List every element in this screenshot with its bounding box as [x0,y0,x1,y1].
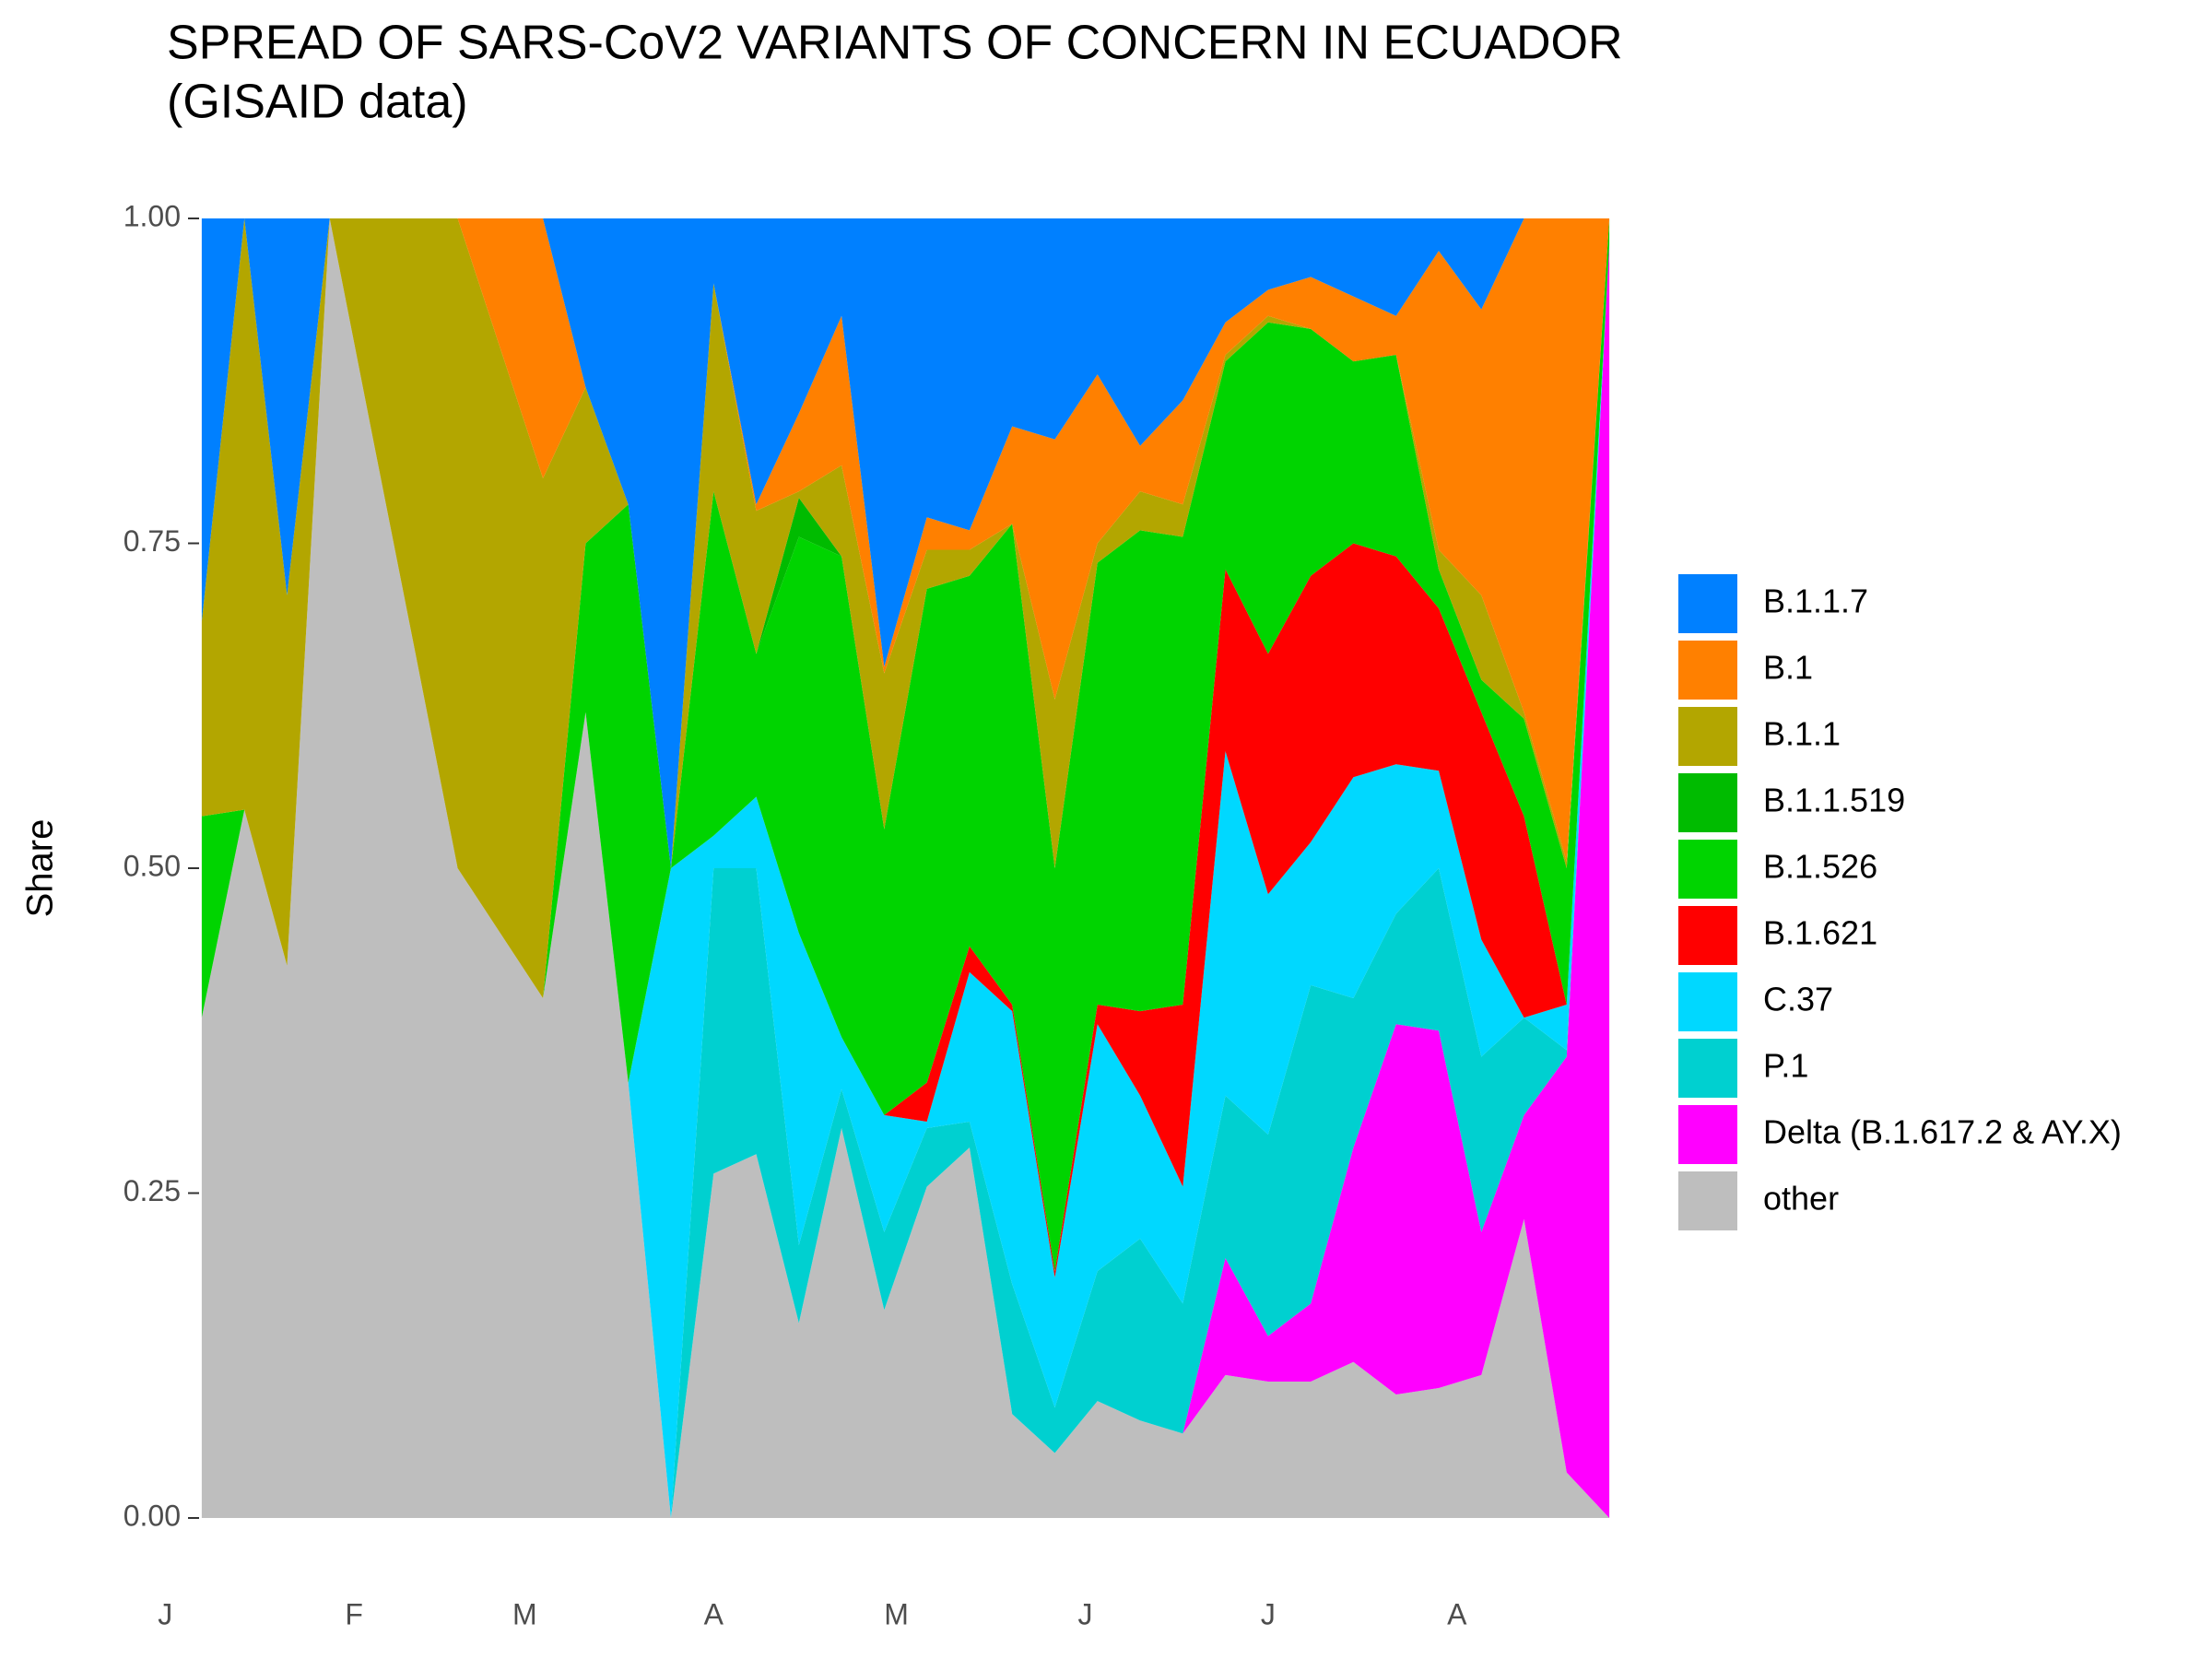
legend-key [1678,972,1737,1031]
legend-label: P.1 [1763,1047,1808,1085]
legend-key [1678,1171,1737,1230]
x-tick-label: A [1447,1597,1467,1630]
area [201,218,1610,1272]
legend-label: Delta (B.1.617.2 & AY.X) [1763,1113,2122,1151]
legend-label: B.1.1.519 [1763,782,1905,819]
area [201,218,1610,1518]
area [201,218,1610,868]
x-tick-label: F [345,1597,363,1630]
legend-label: other [1763,1180,1839,1218]
legend-key [1678,1105,1737,1164]
legend-key [1678,906,1737,965]
x-tick-label: M [512,1597,537,1630]
area [201,218,1610,998]
area [201,218,1610,1518]
legend-key [1678,773,1737,832]
area [201,218,1610,1278]
x-tick-label: J [1078,1597,1093,1630]
x-tick-label: J [1261,1597,1276,1630]
legend-label: C.37 [1763,981,1833,1018]
chart-subtitle: (GISAID data) [167,76,468,129]
legend-key [1678,707,1737,766]
legend-label: B.1.1 [1763,715,1841,753]
y-axis-label: Share [20,819,61,918]
legend-key [1678,641,1737,700]
legend-key [1678,1039,1737,1098]
legend-key [1678,574,1737,633]
x-tick-label: A [704,1597,724,1630]
x-tick-label: M [884,1597,909,1630]
chart-title: SPREAD OF SARS-CoV2 VARIANTS OF CONCERN … [167,17,1623,70]
legend-label: B.1 [1763,649,1813,687]
y-tick-label: 0.25 [124,1174,181,1207]
y-tick-label: 0.00 [124,1499,181,1532]
area [201,218,1610,868]
legend-key [1678,840,1737,899]
y-tick-label: 0.50 [124,849,181,882]
y-tick-label: 0.75 [124,524,181,558]
area [201,218,1610,1518]
y-tick-label: 1.00 [124,199,181,232]
x-tick-label: J [158,1597,172,1630]
legend-label: B.1.1.7 [1763,582,1868,620]
legend-label: B.1.621 [1763,914,1877,952]
legend-label: B.1.526 [1763,848,1877,886]
